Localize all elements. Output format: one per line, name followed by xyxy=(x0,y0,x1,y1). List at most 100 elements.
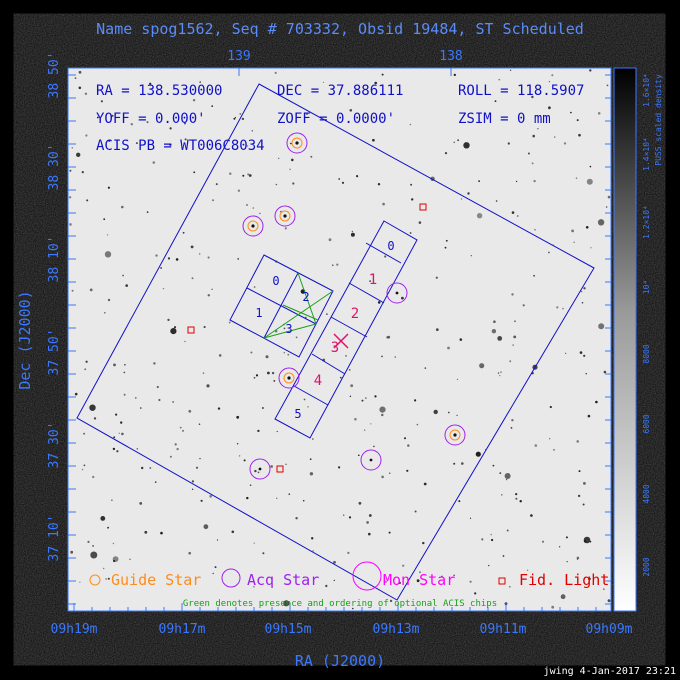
background-star xyxy=(154,481,157,483)
background-star xyxy=(195,466,199,469)
background-star xyxy=(236,443,239,445)
background-star xyxy=(576,119,579,122)
fid-light-square xyxy=(276,465,284,473)
background-star xyxy=(291,158,294,162)
background-star xyxy=(332,264,334,266)
background-star xyxy=(506,529,509,532)
background-star xyxy=(481,538,484,541)
background-star xyxy=(188,551,191,555)
background-star xyxy=(190,245,194,249)
background-star xyxy=(255,374,259,377)
background-star xyxy=(441,575,443,578)
background-star xyxy=(571,229,574,233)
background-star xyxy=(339,376,342,379)
background-star xyxy=(435,276,438,279)
background-star xyxy=(416,579,420,583)
background-star xyxy=(494,100,497,102)
background-star xyxy=(107,577,110,580)
footer-stamp: jwing 4-Jan-2017 23:21 xyxy=(544,666,676,677)
background-star xyxy=(453,141,455,143)
background-star xyxy=(188,409,192,413)
colorbar xyxy=(613,67,637,612)
background-star xyxy=(548,81,551,83)
background-star xyxy=(394,356,397,358)
background-star xyxy=(467,192,470,195)
background-star xyxy=(338,178,341,180)
acq-star-circle xyxy=(444,424,466,446)
background-star xyxy=(271,371,275,375)
fid-lights xyxy=(187,203,427,473)
background-star xyxy=(379,406,386,413)
background-star xyxy=(598,323,605,330)
background-star xyxy=(573,241,575,244)
background-star xyxy=(107,526,109,529)
background-star xyxy=(590,247,592,249)
background-star xyxy=(511,293,514,296)
background-star xyxy=(290,142,292,145)
chip-s4-label: 4 xyxy=(314,373,322,389)
bottom-tick-label: 09h15m xyxy=(265,622,312,637)
background-star xyxy=(215,183,218,186)
colorbar-tick-label: 1.6×10⁴ xyxy=(642,73,651,107)
background-star xyxy=(491,538,494,542)
background-star xyxy=(302,499,305,502)
background-star xyxy=(134,397,137,399)
background-star xyxy=(511,211,515,214)
background-star xyxy=(231,530,235,534)
legend-acq-icon xyxy=(221,568,241,588)
background-star xyxy=(384,255,387,258)
background-star xyxy=(326,313,328,315)
background-star xyxy=(515,493,518,496)
background-star xyxy=(418,221,422,224)
background-star xyxy=(104,251,112,258)
bottom-tick-label: 09h19m xyxy=(51,622,98,637)
background-star xyxy=(589,540,592,543)
chip-s0-label: 0 xyxy=(387,239,394,253)
legend-note: Green denotes presence and ordering of o… xyxy=(183,599,497,609)
background-star xyxy=(508,585,511,588)
background-star xyxy=(170,328,177,335)
background-star xyxy=(84,92,88,96)
background-star xyxy=(358,501,362,505)
background-star xyxy=(246,204,248,206)
background-star xyxy=(606,84,609,87)
background-star xyxy=(292,182,295,185)
background-star xyxy=(553,449,555,451)
background-star xyxy=(502,555,505,557)
background-star xyxy=(463,142,470,149)
background-star xyxy=(348,516,352,519)
background-star xyxy=(531,162,534,165)
background-star xyxy=(92,475,95,479)
background-star xyxy=(583,354,586,357)
background-star xyxy=(361,399,364,402)
background-star xyxy=(578,133,581,137)
background-star xyxy=(121,205,124,209)
star-dot xyxy=(251,224,255,228)
background-star xyxy=(433,409,438,415)
axis-tick-labels: 09h19m 09h17m 09h15m 09h13m 09h11m 09h09… xyxy=(47,49,633,637)
background-star xyxy=(372,138,375,142)
background-star xyxy=(242,174,245,177)
bottom-tick-label: 09h17m xyxy=(159,622,206,637)
background-star xyxy=(576,558,579,561)
background-star xyxy=(92,545,94,547)
background-star xyxy=(583,287,586,290)
background-star xyxy=(565,352,567,354)
background-star xyxy=(312,550,315,552)
acq-stars xyxy=(249,282,408,480)
background-star xyxy=(509,69,512,72)
background-star xyxy=(89,288,93,292)
background-star xyxy=(492,464,495,467)
background-star xyxy=(309,472,314,476)
colorbar-tick-label: 6000 xyxy=(642,414,651,433)
aimpoint-marker xyxy=(333,333,349,349)
background-star xyxy=(333,579,335,582)
fid-light-square xyxy=(419,203,427,211)
background-star xyxy=(548,251,550,254)
background-star xyxy=(192,99,196,102)
background-star xyxy=(273,380,276,382)
background-star xyxy=(460,198,463,200)
background-star xyxy=(350,384,354,388)
background-star xyxy=(458,500,461,503)
